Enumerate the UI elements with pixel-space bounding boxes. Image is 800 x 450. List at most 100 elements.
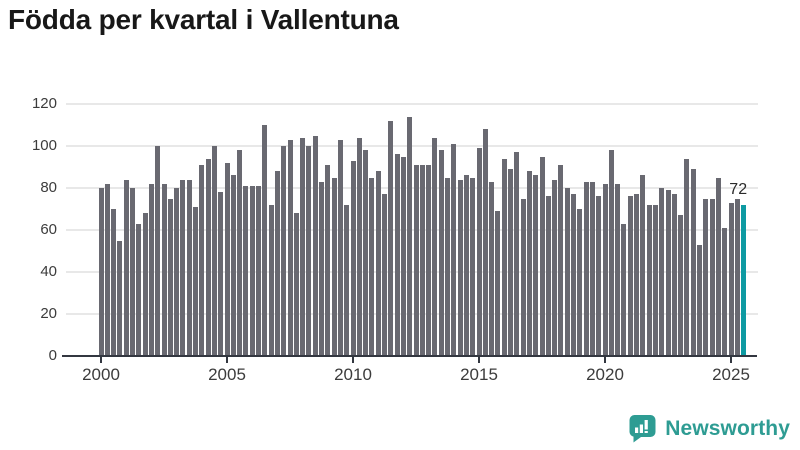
bar xyxy=(262,125,268,356)
bar xyxy=(281,146,287,356)
bar xyxy=(312,135,318,356)
bar xyxy=(356,137,362,356)
bar xyxy=(728,202,734,356)
bar xyxy=(684,158,690,356)
bar xyxy=(539,156,545,356)
bar xyxy=(167,198,173,356)
bar xyxy=(350,160,356,356)
bar xyxy=(665,190,671,356)
bar-value-label: 72 xyxy=(729,180,748,198)
bar xyxy=(161,183,167,356)
y-axis-label: 60 xyxy=(40,221,57,238)
bar xyxy=(211,146,217,356)
bar xyxy=(646,204,652,356)
bar xyxy=(375,171,381,356)
bar xyxy=(463,175,469,356)
gridline-y120 xyxy=(66,103,758,105)
bar xyxy=(268,204,274,356)
bar xyxy=(545,196,551,356)
highlighted-bar xyxy=(741,204,747,356)
bar xyxy=(457,179,463,356)
bar xyxy=(426,164,432,356)
bar xyxy=(180,179,186,356)
bar xyxy=(369,177,375,356)
x-axis-label: 2005 xyxy=(208,365,246,384)
bar xyxy=(659,188,665,356)
bar xyxy=(697,244,702,356)
y-axis-label: 100 xyxy=(31,137,57,154)
bar xyxy=(482,129,488,356)
bar xyxy=(382,194,387,356)
bar xyxy=(678,215,684,356)
bar xyxy=(306,146,312,356)
chart-title: Födda per kvartal i Vallentuna xyxy=(8,4,399,35)
x-axis-tick xyxy=(100,357,102,363)
y-axis-label: 120 xyxy=(31,95,57,112)
bar xyxy=(205,158,211,356)
newsworthy-logo-icon xyxy=(629,415,656,443)
bar xyxy=(363,150,369,356)
bar xyxy=(155,146,161,356)
bar xyxy=(419,164,425,356)
y-axis-label: 80 xyxy=(40,179,57,196)
bar xyxy=(199,164,205,356)
bar xyxy=(558,164,564,356)
bar xyxy=(627,196,633,356)
x-axis-line xyxy=(62,355,757,357)
x-axis-tick xyxy=(226,357,228,363)
bar xyxy=(193,206,198,356)
bar xyxy=(293,213,299,356)
bar xyxy=(652,204,658,356)
x-axis-label: 2020 xyxy=(586,365,624,384)
bar xyxy=(325,164,331,356)
bar xyxy=(319,181,324,356)
bar xyxy=(577,209,583,356)
bar xyxy=(451,143,457,356)
x-axis-label: 2010 xyxy=(334,365,372,384)
bar xyxy=(690,169,696,356)
bar xyxy=(413,164,419,356)
bar xyxy=(438,150,444,356)
bar xyxy=(514,152,520,356)
y-axis-label: 40 xyxy=(40,263,57,280)
newsworthy-logo: Newsworthy xyxy=(628,414,790,443)
y-axis-label: 20 xyxy=(40,305,57,322)
x-axis-label: 2000 xyxy=(82,365,120,384)
bar xyxy=(98,188,104,356)
bar xyxy=(470,177,476,356)
bar xyxy=(104,183,110,356)
bar xyxy=(508,169,513,356)
bar xyxy=(148,183,154,356)
bar xyxy=(583,181,589,356)
bar xyxy=(400,156,406,356)
bar xyxy=(564,188,570,356)
bar xyxy=(186,179,192,356)
x-axis-tick xyxy=(478,357,480,363)
x-axis-tick xyxy=(604,357,606,363)
bar xyxy=(571,194,576,356)
bar xyxy=(640,175,646,356)
bar xyxy=(608,150,614,356)
bar xyxy=(501,158,507,356)
bar xyxy=(287,139,293,356)
bar xyxy=(476,148,482,356)
bar xyxy=(552,179,558,356)
bar xyxy=(274,171,280,356)
bar xyxy=(734,198,740,356)
bar xyxy=(489,181,495,356)
bar xyxy=(394,154,400,356)
bar xyxy=(224,162,230,356)
bar xyxy=(445,177,450,356)
bar xyxy=(520,198,526,356)
bar xyxy=(337,139,343,356)
bar xyxy=(621,223,627,356)
bar xyxy=(230,175,236,356)
newsworthy-logo-text: Newsworthy xyxy=(665,416,790,440)
bar xyxy=(526,171,532,356)
bar xyxy=(596,196,602,356)
bar xyxy=(243,185,249,356)
bar xyxy=(237,150,243,356)
y-axis-label: 0 xyxy=(48,347,57,364)
